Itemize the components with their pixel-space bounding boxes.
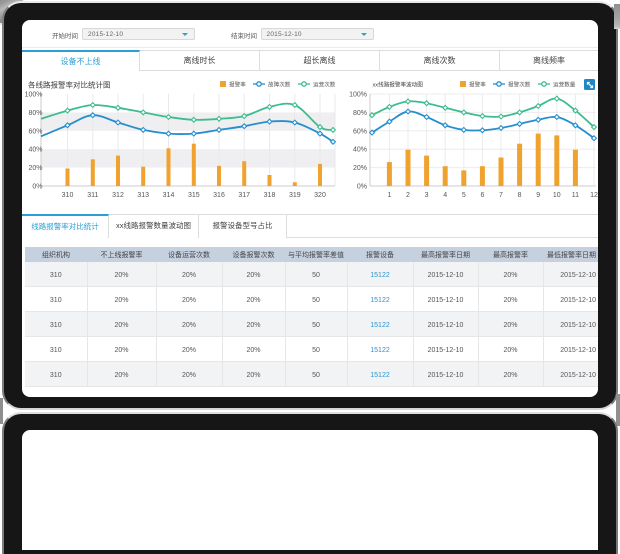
svg-text:运营数量: 运营数量 <box>553 81 576 89</box>
svg-text:20%: 20% <box>28 165 42 172</box>
svg-text:5: 5 <box>462 192 466 199</box>
svg-text:12: 12 <box>590 192 598 199</box>
svg-text:0%: 0% <box>32 184 42 191</box>
svg-text:10: 10 <box>553 192 561 199</box>
svg-text:7: 7 <box>499 192 503 199</box>
svg-text:故障次数: 故障次数 <box>268 81 291 89</box>
svg-text:20%: 20% <box>353 165 367 172</box>
svg-text:6: 6 <box>480 192 484 199</box>
svg-text:xx线路报警率波动图: xx线路报警率波动图 <box>373 81 424 89</box>
svg-text:80%: 80% <box>353 110 367 117</box>
svg-text:312: 312 <box>112 192 124 199</box>
svg-text:0%: 0% <box>357 184 367 191</box>
svg-text:60%: 60% <box>353 128 367 135</box>
svg-text:4: 4 <box>443 192 447 199</box>
svg-text:100%: 100% <box>349 92 367 99</box>
svg-text:317: 317 <box>238 192 250 199</box>
svg-text:313: 313 <box>137 192 149 199</box>
svg-text:310: 310 <box>62 192 74 199</box>
svg-text:318: 318 <box>264 192 276 199</box>
svg-text:9: 9 <box>536 192 540 199</box>
svg-text:报警次数: 报警次数 <box>508 81 531 89</box>
svg-text:60%: 60% <box>28 128 42 135</box>
svg-text:316: 316 <box>213 192 225 199</box>
svg-text:40%: 40% <box>28 147 42 154</box>
svg-text:报警率: 报警率 <box>229 81 246 89</box>
svg-text:80%: 80% <box>28 110 42 117</box>
svg-text:3: 3 <box>425 192 429 199</box>
svg-text:1: 1 <box>387 192 391 199</box>
svg-text:11: 11 <box>572 192 579 199</box>
svg-text:314: 314 <box>163 192 175 199</box>
svg-text:320: 320 <box>314 192 326 199</box>
svg-text:2: 2 <box>406 192 410 199</box>
svg-text:8: 8 <box>518 192 522 199</box>
svg-text:319: 319 <box>289 192 301 199</box>
svg-text:311: 311 <box>87 192 98 199</box>
svg-text:100%: 100% <box>25 92 43 99</box>
svg-text:运营次数: 运营次数 <box>313 81 336 89</box>
svg-text:40%: 40% <box>353 147 367 154</box>
svg-text:各线路报警率对比统计图: 各线路报警率对比统计图 <box>28 80 111 90</box>
svg-text:报警率: 报警率 <box>469 81 486 89</box>
svg-text:315: 315 <box>188 192 200 199</box>
